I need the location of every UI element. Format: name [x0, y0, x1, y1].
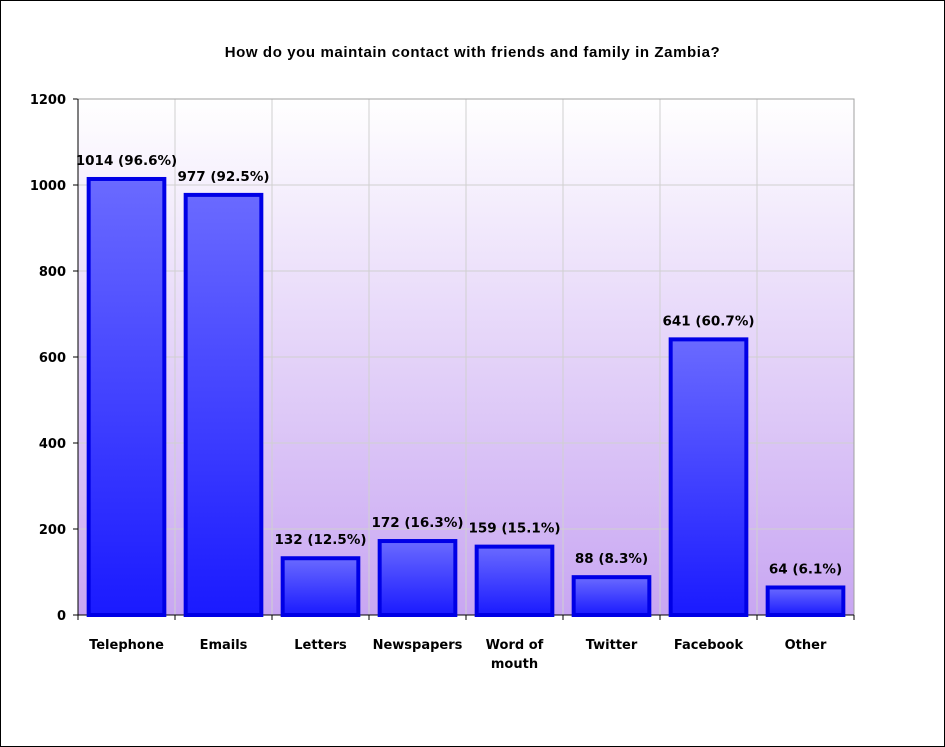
bar — [86, 176, 167, 617]
data-label: 641 (60.7%) — [662, 313, 754, 329]
x-tick-label: mouth — [491, 657, 538, 672]
y-tick-label: 0 — [57, 609, 66, 624]
x-tick-label: Twitter — [586, 638, 638, 653]
x-tick-label: Letters — [294, 638, 347, 653]
y-tick-label: 1200 — [30, 93, 66, 108]
data-label: 132 (12.5%) — [274, 532, 366, 548]
data-label: 1014 (96.6%) — [76, 153, 177, 169]
x-tick-label: Word of — [486, 638, 544, 653]
bar — [668, 337, 749, 617]
y-tick-label: 600 — [39, 351, 66, 366]
bar — [377, 539, 458, 617]
data-label: 172 (16.3%) — [371, 515, 463, 531]
bar — [474, 544, 555, 618]
bar — [571, 575, 652, 617]
x-tick-label: Facebook — [674, 638, 744, 653]
x-tick-label: Telephone — [89, 638, 164, 653]
bar — [765, 585, 846, 617]
x-tick-label: Emails — [200, 638, 248, 653]
x-tick-label: Newspapers — [373, 638, 463, 653]
data-label: 88 (8.3%) — [575, 551, 648, 567]
data-label: 977 (92.5%) — [177, 169, 269, 185]
data-label: 64 (6.1%) — [769, 561, 842, 577]
chart-title: How do you maintain contact with friends… — [224, 44, 721, 61]
y-tick-label: 800 — [39, 265, 66, 280]
y-tick-label: 1000 — [30, 179, 66, 194]
y-tick-label: 200 — [39, 523, 66, 538]
data-label: 159 (15.1%) — [468, 521, 560, 537]
y-tick-label: 400 — [39, 437, 66, 452]
x-tick-label: Other — [785, 638, 827, 653]
bar — [280, 556, 361, 617]
bar — [183, 192, 264, 617]
